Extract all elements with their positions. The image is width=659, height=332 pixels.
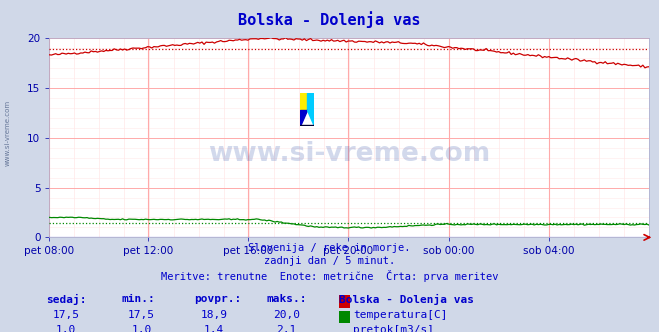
Text: zadnji dan / 5 minut.: zadnji dan / 5 minut. [264, 256, 395, 266]
Bar [307, 93, 314, 110]
Text: 18,9: 18,9 [201, 310, 227, 320]
Text: sedaj:: sedaj: [46, 294, 86, 305]
Text: Slovenija / reke in morje.: Slovenija / reke in morje. [248, 243, 411, 253]
Text: min.:: min.: [122, 294, 156, 304]
Bar [300, 125, 314, 126]
Polygon shape [300, 110, 307, 126]
Text: 1,0: 1,0 [56, 325, 76, 332]
Text: povpr.:: povpr.: [194, 294, 242, 304]
Text: pretok[m3/s]: pretok[m3/s] [353, 325, 434, 332]
Text: Meritve: trenutne  Enote: metrične  Črta: prva meritev: Meritve: trenutne Enote: metrične Črta: … [161, 270, 498, 282]
Text: Bolska - Dolenja vas: Bolska - Dolenja vas [339, 294, 474, 305]
Text: 17,5: 17,5 [53, 310, 79, 320]
Text: 20,0: 20,0 [273, 310, 300, 320]
Text: 17,5: 17,5 [129, 310, 155, 320]
Text: 2,1: 2,1 [277, 325, 297, 332]
Polygon shape [307, 110, 314, 126]
Bar [300, 93, 307, 110]
Text: www.si-vreme.com: www.si-vreme.com [4, 100, 11, 166]
Text: 1,4: 1,4 [204, 325, 224, 332]
Text: Bolska - Dolenja vas: Bolska - Dolenja vas [239, 12, 420, 29]
Text: 1,0: 1,0 [132, 325, 152, 332]
Text: maks.:: maks.: [267, 294, 307, 304]
Text: temperatura[C]: temperatura[C] [353, 310, 447, 320]
Text: www.si-vreme.com: www.si-vreme.com [208, 141, 490, 167]
